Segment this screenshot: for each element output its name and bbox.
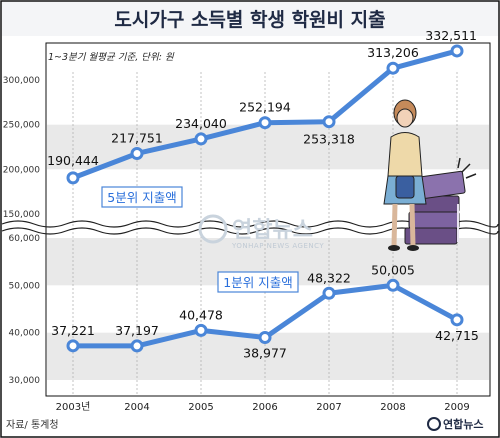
chart-title: 도시가구 소득별 학생 학원비 지출 [114, 9, 385, 31]
data-point [322, 286, 336, 300]
x-tick-label: 2008 [380, 402, 405, 413]
data-label: 252,194 [239, 100, 291, 115]
y-tick-label: 150,000 [3, 210, 40, 220]
watermark-subtext: YONHAP NEWS AGENCY [231, 242, 324, 250]
data-point [258, 331, 272, 345]
data-point [386, 61, 400, 75]
publisher-logo: 연합뉴스 [427, 417, 483, 431]
data-label: 313,206 [367, 45, 419, 60]
x-tick-label: 2003년 [56, 401, 91, 413]
y-tick-label: 200,000 [3, 165, 40, 175]
y-tick-label: 250,000 [3, 121, 40, 131]
data-point [130, 146, 144, 160]
series-1quintile: 37,221 37,197 40,478 38,977 48,322 50,005 42,7… [51, 262, 479, 360]
data-label: 234,040 [175, 116, 227, 131]
y-tick-label: 40,000 [9, 329, 41, 339]
data-point [66, 171, 80, 185]
data-label: 37,197 [115, 323, 159, 338]
series-label-top: 5분위 지출액 [107, 190, 176, 205]
data-label: 48,322 [307, 270, 351, 285]
series-label-bottom-box: 1분위 지출액 [217, 271, 299, 293]
data-label: 50,005 [371, 262, 415, 277]
unit-note: 1~3분기 월평균 기준, 단위: 원 [48, 52, 175, 63]
data-label: 332,511 [425, 28, 477, 43]
data-label: 190,444 [47, 153, 99, 168]
series-label-top-box: 5분위 지출액 [101, 186, 183, 208]
title-bar [2, 2, 498, 36]
data-label: 40,478 [179, 307, 223, 322]
x-tick-label: 2006 [252, 402, 277, 413]
data-label: 217,751 [111, 130, 163, 145]
watermark-text: 연합뉴스 [232, 217, 313, 243]
series-label-bottom: 1분위 지출액 [223, 275, 292, 290]
data-point [386, 278, 400, 292]
data-point [450, 313, 464, 327]
plot-border [45, 42, 491, 397]
publisher-logo-text: 연합뉴스 [443, 417, 483, 431]
x-tick-label: 2005 [188, 402, 213, 413]
data-label: 42,715 [435, 328, 479, 343]
data-point [258, 116, 272, 130]
x-tick-labels: 2003년 2004 2005 2006 2007 2008 2009 [56, 401, 470, 413]
data-label: 37,221 [51, 323, 95, 338]
x-tick-label: 2004 [124, 402, 149, 413]
data-point [322, 115, 336, 129]
y-tick-labels: 300,000 250,000 200,000 150,000 60,000 50,000… [3, 76, 40, 386]
watermark: 연합뉴스 YONHAP NEWS AGENCY [198, 214, 324, 250]
data-point [194, 323, 208, 337]
y-tick-label: 30,000 [9, 376, 41, 386]
y-tick-label: 50,000 [9, 281, 41, 291]
watermark-logo-icon [198, 214, 228, 244]
x-tick-label: 2007 [316, 402, 341, 413]
student-figure [383, 99, 427, 251]
data-point [66, 339, 80, 353]
x-tick-label: 2009 [444, 402, 469, 413]
data-label: 253,318 [303, 132, 355, 147]
y-tick-label: 300,000 [3, 76, 40, 86]
data-point [130, 339, 144, 353]
books-icon [404, 157, 477, 245]
publisher-logo-icon [427, 417, 441, 431]
data-point [194, 132, 208, 146]
data-label: 38,977 [243, 346, 287, 361]
data-point [450, 44, 464, 58]
student-illustration [383, 99, 477, 251]
series-5quintile: 190,444 217,751 234,040 252,194 253,318 313,2… [47, 28, 477, 185]
y-tick-label: 60,000 [9, 234, 41, 244]
source-note: 자료/ 통계청 [6, 419, 59, 431]
